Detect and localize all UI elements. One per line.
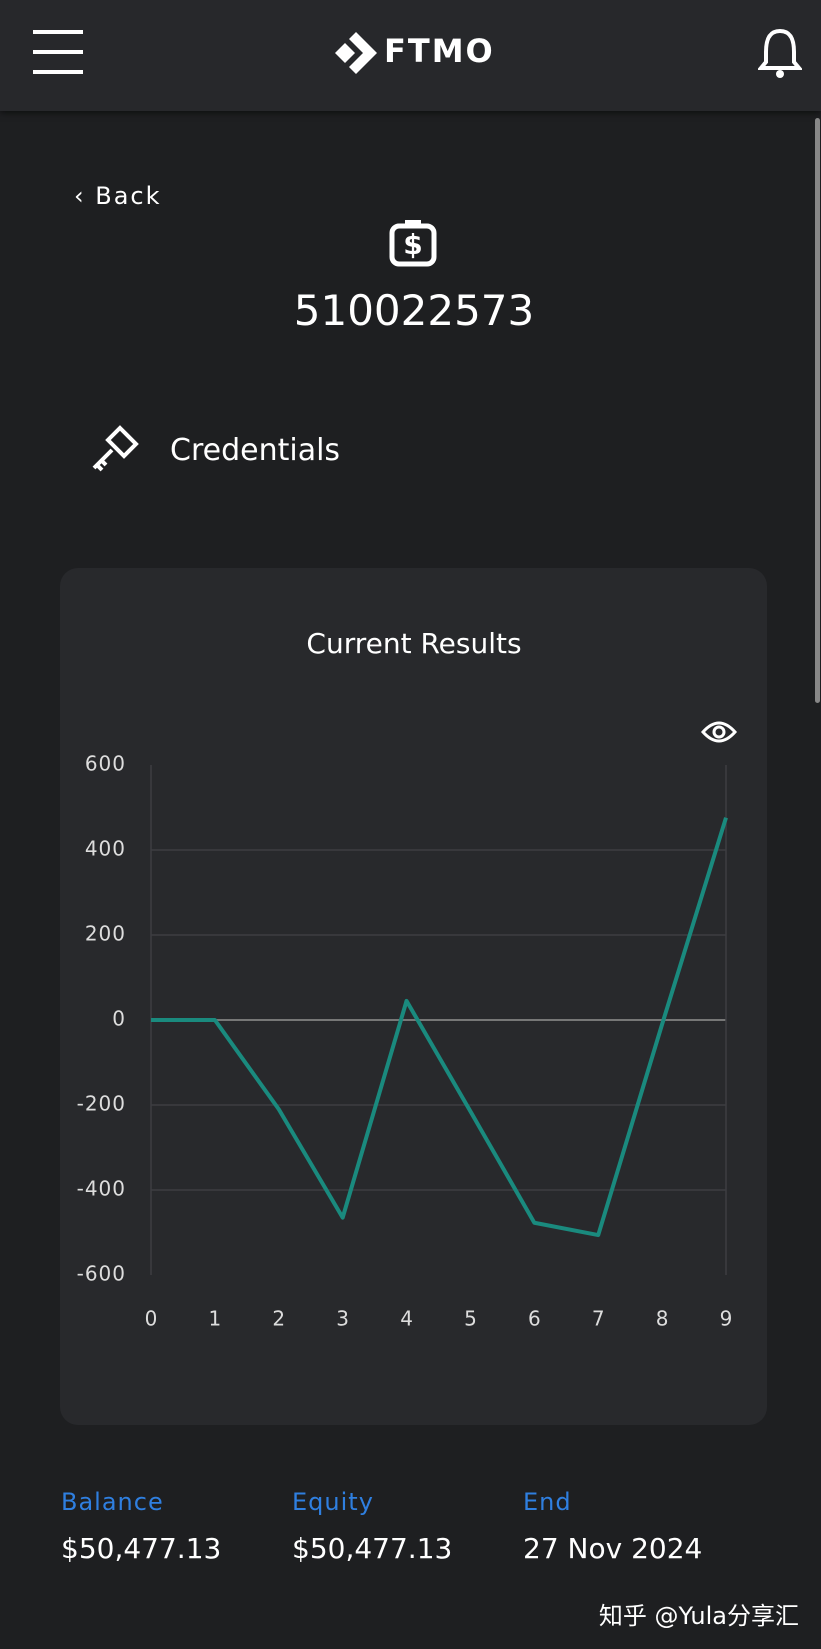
account-icon: $ xyxy=(389,220,437,267)
y-tick-label: -200 xyxy=(77,1092,126,1116)
back-chevron: ‹ xyxy=(74,182,96,210)
y-tick-label: 600 xyxy=(85,752,126,776)
x-tick-label: 7 xyxy=(592,1307,605,1331)
y-tick-label: -600 xyxy=(77,1262,126,1286)
y-tick-label: 400 xyxy=(85,837,126,861)
logo: FTMO xyxy=(384,32,495,70)
logo-mark xyxy=(335,32,377,74)
credentials-link[interactable]: Credentials xyxy=(170,433,341,468)
stat-label: Equity xyxy=(292,1488,374,1516)
x-tick-label: 0 xyxy=(145,1307,158,1331)
top-bar: FTMO xyxy=(0,0,821,111)
account-number: 510022573 xyxy=(293,286,535,335)
scrollbar xyxy=(815,118,820,703)
x-tick-label: 4 xyxy=(400,1307,413,1331)
x-tick-label: 2 xyxy=(272,1307,285,1331)
line-series xyxy=(151,817,728,1238)
stat-value: 27 Nov 2024 xyxy=(523,1532,703,1565)
x-tick-label: 3 xyxy=(336,1307,349,1331)
x-tick-label: 5 xyxy=(464,1307,477,1331)
chart-card xyxy=(60,568,767,1425)
x-tick-label: 6 xyxy=(528,1307,541,1331)
key-icon xyxy=(92,425,139,472)
y-tick-label: 0 xyxy=(112,1007,126,1031)
stat-value: $50,477.13 xyxy=(61,1532,222,1565)
eye-icon[interactable] xyxy=(700,721,738,743)
stat-label: Balance xyxy=(61,1488,164,1516)
x-tick-label: 1 xyxy=(209,1307,222,1331)
y-tick-label: 200 xyxy=(85,922,126,946)
svg-text:$: $ xyxy=(403,228,422,261)
stat-value: $50,477.13 xyxy=(292,1532,453,1565)
menu-icon[interactable] xyxy=(33,30,83,76)
stat-label: End xyxy=(523,1488,572,1516)
x-tick-label: 9 xyxy=(720,1307,733,1331)
back-text: Back xyxy=(95,182,162,210)
y-tick-label: -400 xyxy=(77,1177,126,1201)
chart-title: Current Results xyxy=(306,627,521,660)
back-link[interactable]: ‹ Back xyxy=(74,182,162,210)
watermark: 知乎 @Yula分享汇 xyxy=(598,1602,799,1630)
bell-icon[interactable] xyxy=(758,28,802,78)
x-tick-label: 8 xyxy=(656,1307,669,1331)
